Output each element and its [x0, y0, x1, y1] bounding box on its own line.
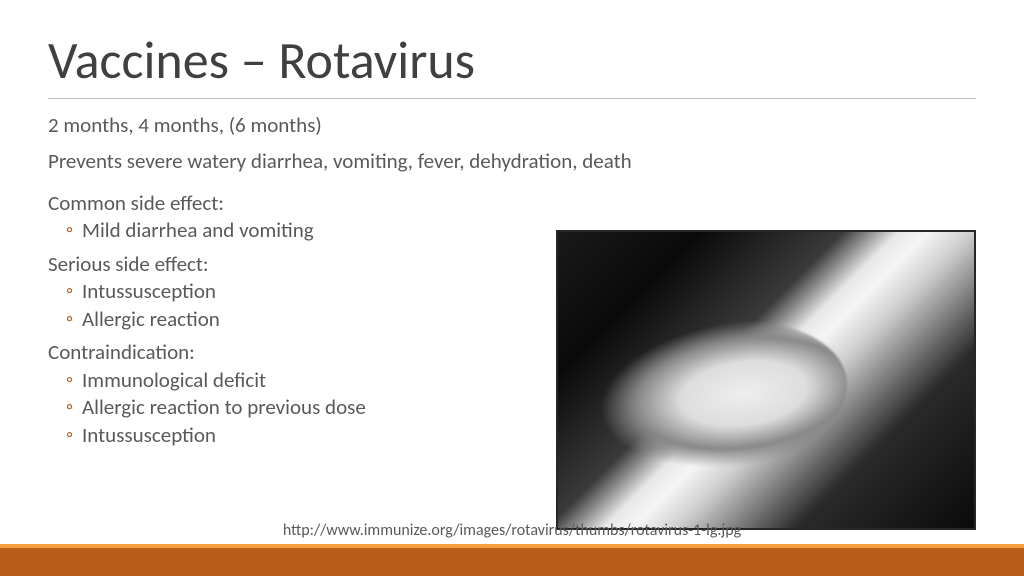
list-item: Allergic reaction to previous dose	[66, 394, 538, 422]
list-item: Mild diarrhea and vomiting	[66, 217, 538, 245]
contraindication-head: Contraindication:	[48, 339, 538, 366]
contraindication-list: Immunological deficit Allergic reaction …	[66, 367, 538, 450]
serious-side-effect-list: Intussusception Allergic reaction	[66, 278, 538, 333]
list-item: Intussusception	[66, 278, 538, 306]
prevents-line: Prevents severe watery diarrhea, vomitin…	[48, 147, 976, 175]
slide-title: Vaccines – Rotavirus	[48, 28, 976, 92]
image-caption-url: http://www.immunize.org/images/rotavirus…	[0, 521, 1024, 540]
text-column: Common side effect: Mild diarrhea and vo…	[48, 184, 538, 530]
content-row: Common side effect: Mild diarrhea and vo…	[48, 184, 976, 530]
image-column	[556, 184, 976, 530]
schedule-line: 2 months, 4 months, (6 months)	[48, 111, 976, 139]
serious-side-effect-head: Serious side effect:	[48, 251, 538, 278]
footer-accent-bar	[0, 544, 1024, 576]
list-item: Immunological deficit	[66, 367, 538, 395]
common-side-effect-list: Mild diarrhea and vomiting	[66, 217, 538, 245]
medical-photo	[556, 230, 976, 530]
list-item: Intussusception	[66, 422, 538, 450]
common-side-effect-head: Common side effect:	[48, 190, 538, 217]
slide: Vaccines – Rotavirus 2 months, 4 months,…	[0, 0, 1024, 576]
title-underline	[48, 98, 976, 99]
list-item: Allergic reaction	[66, 306, 538, 334]
